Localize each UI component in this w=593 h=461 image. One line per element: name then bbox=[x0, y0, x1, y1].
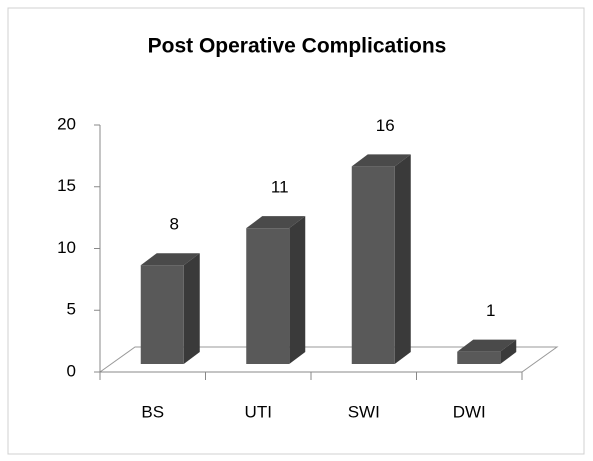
x-tick-label: DWI bbox=[453, 402, 486, 421]
bar bbox=[457, 339, 517, 364]
bar bbox=[246, 216, 306, 364]
chart-title: Post Operative Complications bbox=[148, 35, 447, 58]
y-tick-label: 10 bbox=[57, 238, 76, 257]
y-tick-label: 5 bbox=[67, 300, 76, 319]
bar-top bbox=[246, 216, 306, 229]
value-label: 16 bbox=[376, 116, 395, 135]
value-label: 11 bbox=[271, 178, 289, 197]
bar-side bbox=[183, 253, 200, 364]
y-tick-label: 15 bbox=[57, 176, 76, 195]
bar-front bbox=[246, 228, 290, 364]
x-tick-label: UTI bbox=[245, 402, 272, 421]
bar-top bbox=[351, 154, 411, 167]
bar-side bbox=[289, 216, 306, 364]
bar bbox=[351, 154, 411, 364]
value-label: 1 bbox=[486, 301, 495, 320]
bar-side bbox=[500, 339, 517, 364]
bar-top bbox=[457, 339, 517, 352]
bar bbox=[140, 253, 200, 364]
x-tick-label: SWI bbox=[348, 402, 380, 421]
bar-top bbox=[140, 253, 200, 266]
bar-front bbox=[140, 265, 184, 364]
value-label: 8 bbox=[170, 215, 179, 234]
y-tick-label: 20 bbox=[57, 114, 76, 133]
x-tick-label: BS bbox=[141, 402, 164, 421]
bar-front bbox=[351, 166, 395, 364]
y-tick-label: 0 bbox=[67, 361, 76, 380]
bar-front bbox=[457, 351, 501, 364]
bar-side bbox=[394, 154, 411, 364]
